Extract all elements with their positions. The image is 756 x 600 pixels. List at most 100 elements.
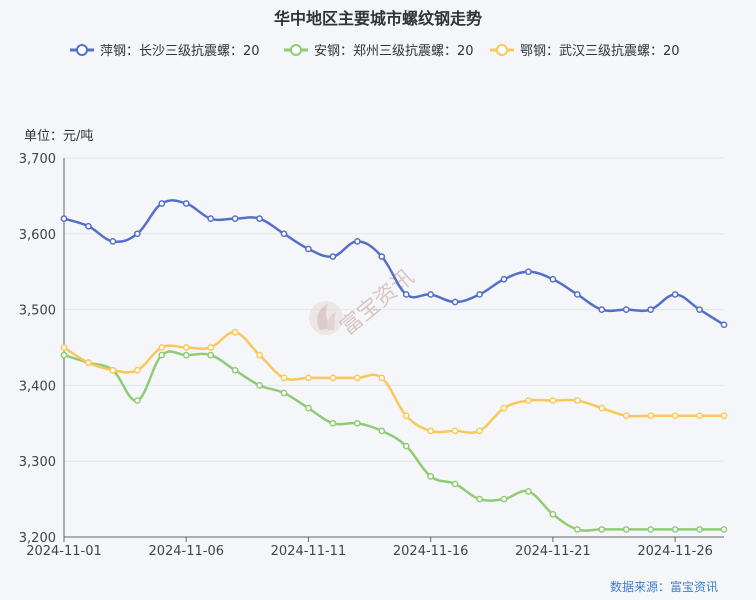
data-point (207, 215, 215, 222)
data-point (85, 222, 92, 230)
data-point (696, 526, 703, 533)
data-point (329, 419, 337, 427)
series (60, 350, 728, 533)
data-point (549, 275, 557, 283)
legend-item[interactable]: 萍钢：长沙三级抗震螺：20 (70, 44, 260, 59)
data-point (305, 404, 312, 412)
data-point (451, 427, 459, 435)
data-point (500, 495, 508, 503)
y-tick-label: 3,600 (19, 228, 56, 243)
data-point (720, 526, 728, 533)
data-point (647, 306, 655, 313)
watermark: 富宝资讯 (309, 265, 419, 341)
data-point (622, 306, 630, 313)
data-point (231, 328, 239, 336)
unit-label: 单位：元/吨 (24, 129, 93, 144)
data-point (182, 200, 190, 207)
data-point (207, 344, 215, 351)
data-point (647, 412, 655, 420)
data-point (549, 510, 557, 518)
legend-label: 安钢：郑州三级抗震螺：20 (314, 44, 474, 59)
x-tick-label: 2024-11-16 (393, 544, 469, 559)
data-point (622, 412, 630, 420)
y-tick-label: 3,200 (19, 531, 56, 546)
data-point (231, 215, 239, 222)
y-tick-label: 3,700 (19, 152, 56, 167)
legend-item[interactable]: 安钢：郑州三级抗震螺：20 (284, 44, 474, 59)
series-line (63, 350, 724, 532)
data-point (378, 374, 386, 382)
series-layer (60, 199, 728, 533)
watermark-text: 富宝资讯 (336, 265, 419, 341)
x-tick-label: 2024-11-11 (271, 544, 347, 559)
data-point (353, 238, 361, 245)
data-point (182, 344, 190, 351)
legend-marker (290, 44, 302, 56)
data-point (402, 291, 410, 298)
data-point (133, 366, 141, 374)
data-point (598, 526, 606, 533)
data-point (525, 397, 532, 404)
x-tick-label: 2024-11-01 (26, 544, 102, 559)
data-point (305, 374, 312, 382)
data-point (720, 321, 728, 329)
data-point (158, 200, 166, 207)
data-point (60, 351, 68, 359)
data-point (476, 427, 483, 435)
data-point (378, 253, 386, 260)
data-point (158, 344, 166, 351)
legend-item[interactable]: 鄂钢：武汉三级抗震螺：20 (490, 44, 680, 59)
data-point (256, 351, 263, 359)
data-point (133, 230, 141, 238)
x-tick-label: 2024-11-06 (148, 544, 224, 559)
data-point (598, 306, 606, 313)
data-point (60, 344, 68, 351)
x-tick-label: 2024-11-21 (515, 544, 591, 559)
series (60, 199, 728, 329)
chart-title: 华中地区主要城市螺纹钢走势 (274, 9, 482, 28)
data-point (256, 215, 263, 222)
data-point (720, 412, 728, 420)
data-point (402, 412, 410, 420)
data-point (378, 427, 386, 435)
data-point (476, 495, 483, 503)
data-point (671, 291, 679, 298)
data-point (109, 366, 117, 374)
data-point (329, 374, 337, 382)
data-point (622, 526, 630, 533)
data-point (476, 291, 483, 298)
y-tick-label: 3,500 (19, 304, 56, 319)
data-point (305, 245, 312, 253)
data-source: 数据来源：富宝资讯 (610, 579, 718, 594)
data-point (256, 382, 263, 389)
data-point (353, 419, 361, 427)
data-point (451, 480, 459, 488)
data-point (280, 389, 288, 397)
series-line (63, 199, 725, 326)
y-tick-label: 3,300 (19, 455, 56, 470)
axes: 3,200 3,300 3,400 3,500 3,600 3,700 2024-11-01… (19, 152, 724, 559)
data-point (671, 526, 679, 533)
watermark-logo (309, 301, 343, 335)
legend[interactable]: 萍钢：长沙三级抗震螺：20 安钢：郑州三级抗震螺：20 鄂钢：武汉三级抗震螺：20 (70, 44, 680, 59)
legend-label: 萍钢：长沙三级抗震螺：20 (100, 44, 260, 59)
data-point (500, 404, 508, 412)
series-line (63, 331, 724, 434)
data-point (573, 397, 581, 404)
watermark-logo-flame (327, 312, 336, 330)
data-point (280, 374, 288, 382)
data-point (133, 397, 141, 404)
data-point (671, 412, 679, 420)
data-point (231, 366, 239, 374)
data-point (696, 412, 703, 420)
data-point (182, 351, 190, 359)
data-point (280, 230, 288, 238)
data-point (647, 526, 655, 533)
data-point (109, 238, 117, 245)
data-point (696, 306, 703, 313)
data-point (525, 488, 532, 495)
data-point (427, 473, 435, 480)
data-point (353, 374, 361, 382)
data-point (60, 215, 68, 222)
